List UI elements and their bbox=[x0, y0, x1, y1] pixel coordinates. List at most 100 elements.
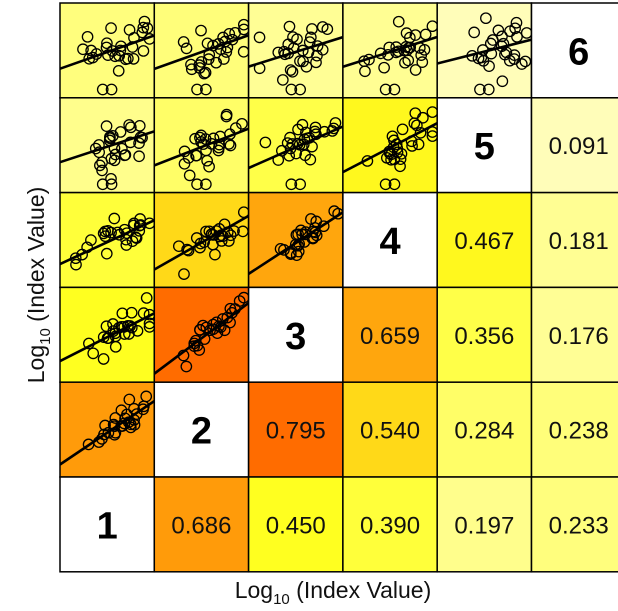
scatter-point bbox=[304, 31, 317, 44]
scatter-point bbox=[388, 178, 401, 191]
scatter-point bbox=[140, 292, 153, 304]
scatter-points bbox=[60, 15, 155, 96]
scatter-point bbox=[114, 126, 127, 138]
scatter-points bbox=[248, 20, 343, 96]
scatter-point bbox=[109, 148, 122, 161]
scatter-point bbox=[417, 111, 429, 124]
scatter-points bbox=[154, 206, 249, 280]
scatter-point bbox=[105, 178, 118, 191]
scatter-point bbox=[468, 26, 481, 39]
scatter-point bbox=[406, 140, 418, 152]
scatter-point bbox=[510, 16, 523, 29]
correlation-value: 0.795 bbox=[266, 418, 326, 445]
scatter-point bbox=[237, 18, 249, 31]
scatter-point bbox=[210, 56, 222, 69]
scatter-point bbox=[113, 49, 126, 62]
scatter-point bbox=[294, 178, 307, 191]
scatter-point bbox=[119, 53, 132, 66]
fit-line bbox=[60, 399, 155, 466]
scatter-point bbox=[101, 37, 113, 50]
scatter-point bbox=[394, 160, 406, 173]
scatter-point bbox=[316, 21, 329, 33]
scatter-point bbox=[200, 225, 212, 238]
fit-line bbox=[60, 34, 155, 70]
scatter-cell bbox=[153, 2, 250, 99]
x-axis-label: Log10 (Index Value) bbox=[235, 577, 432, 608]
diagonal-label: 5 bbox=[474, 126, 495, 168]
scatter-point bbox=[199, 66, 212, 79]
scatter-point bbox=[223, 27, 236, 40]
scatter-point bbox=[143, 308, 155, 321]
scatter-point bbox=[105, 226, 117, 239]
scatter-point bbox=[185, 63, 198, 76]
scatter-point bbox=[511, 30, 523, 43]
scatter-point bbox=[77, 43, 89, 56]
correlation-value: 0.238 bbox=[549, 418, 609, 445]
scatter-point bbox=[120, 239, 133, 251]
scatter-point bbox=[109, 327, 122, 340]
scatter-point bbox=[104, 132, 116, 145]
correlation-value: 0.284 bbox=[454, 418, 514, 445]
scatter-points bbox=[60, 212, 155, 271]
scatter-point bbox=[236, 117, 248, 130]
scatter-point bbox=[191, 178, 203, 191]
scatter-points bbox=[248, 205, 343, 275]
scatter-point bbox=[183, 169, 196, 182]
scatter-point bbox=[284, 64, 297, 76]
scatter-point bbox=[116, 307, 129, 320]
scatter-point bbox=[203, 160, 215, 173]
scatter-point bbox=[81, 30, 94, 43]
scatter-point bbox=[125, 306, 138, 319]
scatter-points bbox=[248, 117, 343, 191]
scatter-point bbox=[202, 53, 215, 65]
scatter-point bbox=[426, 20, 438, 33]
fit-line bbox=[437, 38, 532, 65]
scatter-point bbox=[143, 217, 155, 230]
x-axis-label-subscript: 10 bbox=[273, 591, 290, 608]
scatter-point bbox=[207, 323, 220, 336]
scatter-point bbox=[286, 65, 299, 78]
scatter-point bbox=[403, 31, 416, 44]
diagonal-cell bbox=[247, 286, 344, 383]
correlation-value: 0.181 bbox=[549, 228, 609, 255]
scatter-point bbox=[105, 152, 118, 165]
scatter-point bbox=[127, 52, 140, 65]
scatter-point bbox=[394, 153, 407, 166]
scatter-point bbox=[229, 26, 241, 39]
scatter-point bbox=[328, 205, 341, 218]
scatter-point bbox=[70, 258, 82, 271]
scatter-point bbox=[329, 117, 342, 129]
scatter-point bbox=[125, 121, 137, 134]
scatter-points bbox=[342, 15, 438, 96]
scatter-point bbox=[294, 83, 307, 96]
scatter-points bbox=[60, 292, 155, 365]
scatter-point bbox=[100, 247, 113, 260]
scatter-point bbox=[76, 248, 88, 261]
scatter-point bbox=[185, 58, 197, 71]
scatter-point bbox=[237, 45, 249, 58]
scatter-point bbox=[396, 123, 409, 136]
scatter-point bbox=[215, 235, 228, 247]
scatter-point bbox=[259, 136, 272, 149]
scatter-point bbox=[307, 225, 319, 238]
scatter-point bbox=[310, 215, 323, 228]
scatter-point bbox=[137, 45, 150, 57]
scatter-point bbox=[177, 36, 190, 48]
correlation-cell bbox=[247, 476, 344, 573]
scatter-point bbox=[195, 56, 208, 68]
scatter-point bbox=[143, 321, 155, 333]
scatter-point bbox=[123, 119, 136, 131]
scatter-point bbox=[412, 138, 425, 151]
scatter-point bbox=[392, 15, 405, 28]
diagonal-label: 1 bbox=[97, 505, 118, 547]
scatter-point bbox=[415, 49, 428, 61]
scatter-point bbox=[309, 121, 322, 134]
scatter-point bbox=[480, 12, 492, 25]
scatter-cell bbox=[247, 97, 344, 194]
scatter-point bbox=[474, 83, 486, 96]
fit-line bbox=[248, 35, 343, 68]
correlation-cell bbox=[153, 476, 250, 573]
scatter-point bbox=[99, 225, 112, 238]
scatter-point bbox=[416, 56, 429, 68]
scatter-point bbox=[414, 126, 427, 139]
